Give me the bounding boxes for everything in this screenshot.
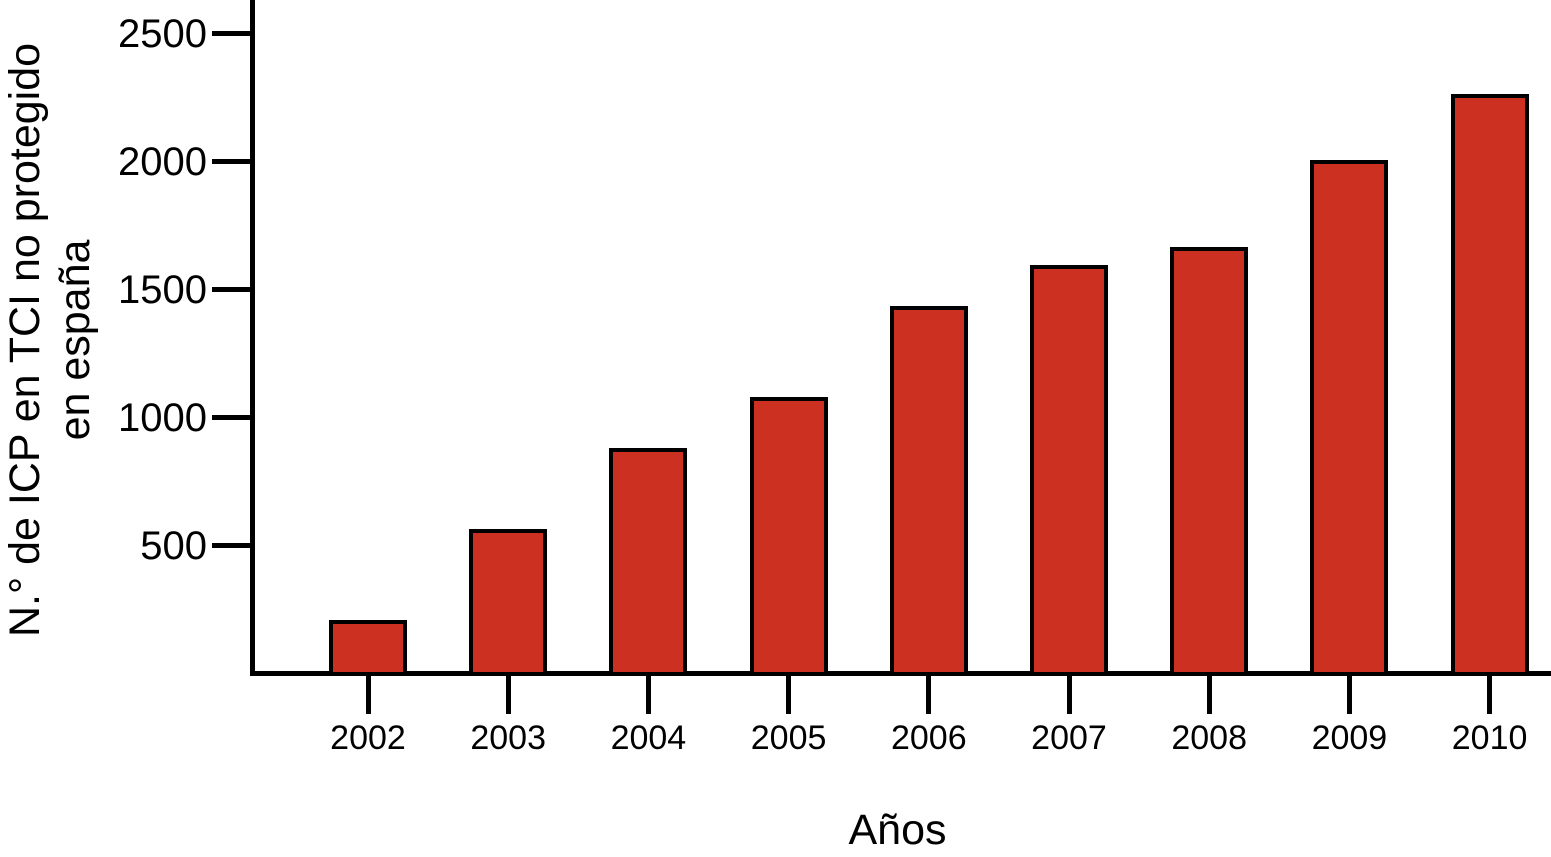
x-axis-tick <box>1066 676 1072 714</box>
x-axis-tick <box>1346 676 1352 714</box>
y-axis-tick-label: 500 <box>140 523 207 568</box>
x-axis-tick-label: 2004 <box>610 719 687 757</box>
bar-2002 <box>329 619 407 676</box>
y-axis-tick-label: 1500 <box>118 267 207 312</box>
bar-2008 <box>1170 247 1249 676</box>
x-axis-tick-label: 2008 <box>1171 719 1247 757</box>
x-axis-title: Años <box>848 806 947 854</box>
x-axis-tick <box>786 676 792 714</box>
y-axis-tick <box>212 543 255 548</box>
x-axis-tick-label: 2003 <box>470 719 546 757</box>
x-axis-tick-label: 2006 <box>890 719 967 757</box>
x-axis-tick-label: 2010 <box>1451 719 1528 757</box>
x-axis-tick <box>365 676 371 714</box>
x-axis-tick-label: 2002 <box>330 719 406 757</box>
bar-2010 <box>1450 93 1529 676</box>
bar-2005 <box>749 397 828 676</box>
y-axis-tick-label: 2500 <box>118 11 207 56</box>
x-axis-tick-label: 2009 <box>1311 719 1388 757</box>
bar-2003 <box>469 528 548 676</box>
y-axis-line <box>250 0 255 676</box>
bar-2006 <box>889 306 968 676</box>
x-axis-tick <box>1206 676 1212 714</box>
y-axis-tick <box>212 159 255 164</box>
x-axis-tick <box>926 676 932 714</box>
y-axis-tick-label: 1000 <box>118 395 207 440</box>
y-axis-tick-label: 2000 <box>118 139 207 184</box>
y-axis-tick <box>212 287 255 292</box>
x-axis-tick <box>505 676 511 714</box>
bar-2004 <box>609 448 688 676</box>
y-axis-tick <box>212 31 255 36</box>
bar-2009 <box>1310 160 1389 676</box>
x-axis-tick <box>1487 676 1493 714</box>
y-axis-title-line1: N.° de ICP en TCI no protegido <box>1 42 49 638</box>
x-axis-tick-label: 2005 <box>750 719 827 757</box>
bar-2007 <box>1030 265 1108 676</box>
x-axis-tick <box>645 676 651 714</box>
y-axis-tick <box>212 415 255 420</box>
x-axis-tick-label: 2007 <box>1031 719 1107 757</box>
